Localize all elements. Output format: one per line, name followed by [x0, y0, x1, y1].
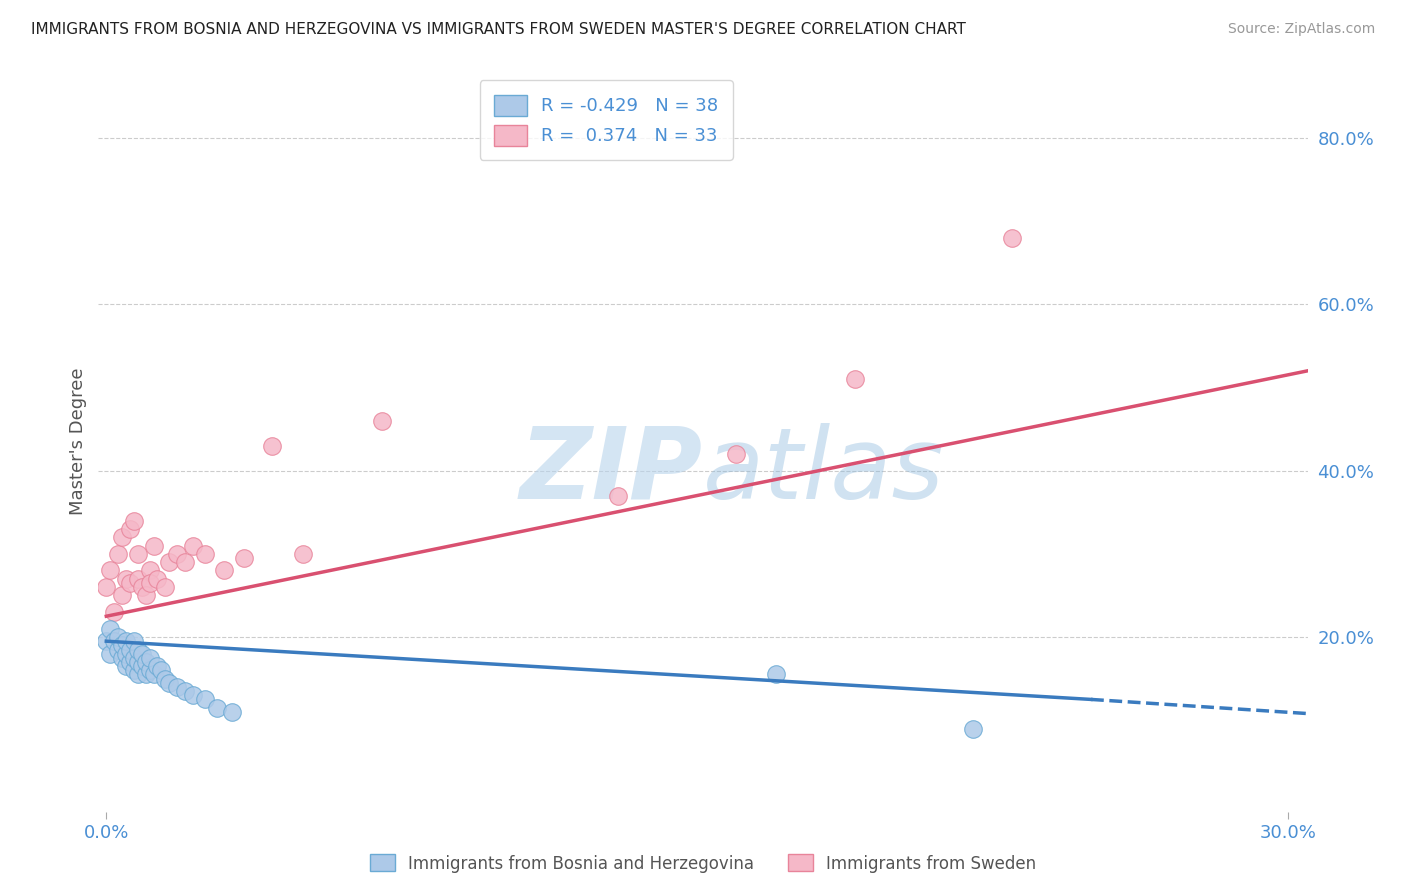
Point: [166, 680, 188, 694]
Point: [107, 630, 129, 644]
Point: [725, 447, 748, 461]
Point: [146, 659, 169, 673]
Point: [118, 522, 141, 536]
Point: [103, 634, 125, 648]
Point: [127, 655, 149, 669]
Point: [122, 650, 145, 665]
Point: [174, 684, 197, 698]
Point: [118, 642, 141, 657]
Point: [181, 688, 204, 702]
Point: [111, 589, 134, 603]
Point: [205, 700, 228, 714]
Point: [96, 634, 118, 648]
Point: [107, 642, 129, 657]
Point: [138, 576, 160, 591]
Point: [127, 642, 149, 657]
Point: [142, 539, 165, 553]
Point: [111, 638, 134, 652]
Point: [98, 647, 121, 661]
Point: [607, 489, 630, 503]
Point: [135, 667, 157, 681]
Point: [115, 647, 138, 661]
Legend: R = -0.429   N = 38, R =  0.374   N = 33: R = -0.429 N = 38, R = 0.374 N = 33: [479, 80, 733, 160]
Point: [166, 547, 188, 561]
Point: [292, 547, 315, 561]
Point: [127, 667, 149, 681]
Point: [131, 647, 153, 661]
Point: [765, 667, 787, 681]
Point: [221, 705, 243, 719]
Point: [233, 551, 256, 566]
Point: [138, 650, 160, 665]
Point: [155, 580, 177, 594]
Point: [103, 605, 125, 619]
Point: [96, 580, 118, 594]
Point: [118, 576, 141, 591]
Point: [194, 692, 217, 706]
Point: [181, 539, 204, 553]
Point: [98, 564, 121, 578]
Point: [174, 555, 197, 569]
Point: [115, 572, 138, 586]
Text: IMMIGRANTS FROM BOSNIA AND HERZEGOVINA VS IMMIGRANTS FROM SWEDEN MASTER'S DEGREE: IMMIGRANTS FROM BOSNIA AND HERZEGOVINA V…: [31, 22, 966, 37]
Point: [98, 622, 121, 636]
Point: [115, 634, 138, 648]
Y-axis label: Master's Degree: Master's Degree: [69, 368, 87, 516]
Text: atlas: atlas: [703, 423, 945, 520]
Text: ZIP: ZIP: [520, 423, 703, 520]
Point: [1001, 231, 1024, 245]
Point: [127, 547, 149, 561]
Point: [111, 530, 134, 544]
Point: [135, 589, 157, 603]
Point: [157, 555, 180, 569]
Point: [146, 572, 169, 586]
Point: [142, 667, 165, 681]
Point: [260, 439, 283, 453]
Point: [131, 580, 153, 594]
Point: [962, 722, 984, 736]
Point: [157, 675, 180, 690]
Point: [111, 650, 134, 665]
Point: [131, 659, 153, 673]
Point: [371, 414, 394, 428]
Point: [115, 659, 138, 673]
Point: [138, 564, 160, 578]
Point: [150, 663, 173, 677]
Point: [122, 634, 145, 648]
Point: [122, 514, 145, 528]
Point: [127, 572, 149, 586]
Point: [214, 564, 236, 578]
Point: [194, 547, 217, 561]
Point: [155, 672, 177, 686]
Point: [118, 655, 141, 669]
Text: Source: ZipAtlas.com: Source: ZipAtlas.com: [1227, 22, 1375, 37]
Point: [107, 547, 129, 561]
Legend: Immigrants from Bosnia and Herzegovina, Immigrants from Sweden: Immigrants from Bosnia and Herzegovina, …: [363, 847, 1043, 880]
Point: [138, 663, 160, 677]
Point: [122, 663, 145, 677]
Point: [844, 372, 866, 386]
Point: [135, 655, 157, 669]
